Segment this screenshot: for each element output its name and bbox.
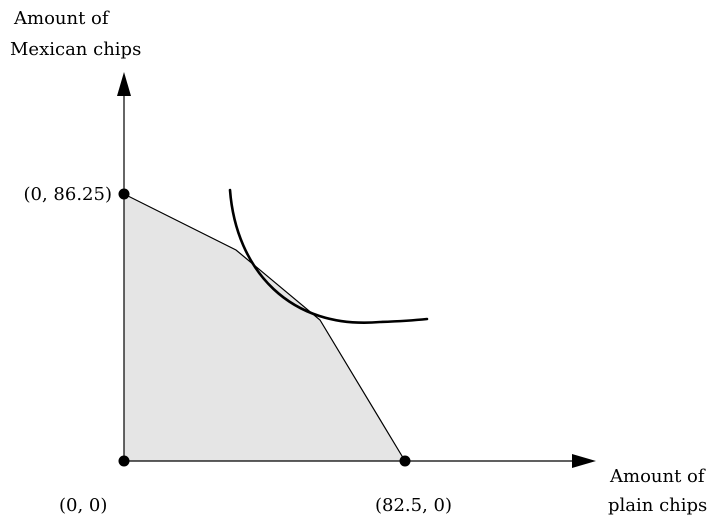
feasible-region bbox=[124, 194, 405, 461]
y-axis-label-line2: Mexican chips bbox=[10, 39, 141, 60]
x-intercept-label: (82.5, 0) bbox=[375, 495, 452, 516]
origin-point bbox=[118, 455, 130, 467]
origin-label: (0, 0) bbox=[59, 495, 107, 516]
frontier-line bbox=[123, 193, 406, 462]
y-intercept-label: (0, 86.25) bbox=[24, 184, 112, 205]
x-axis-arrowhead bbox=[572, 454, 596, 468]
x-axis-label-line1: Amount of bbox=[609, 466, 706, 487]
y-axis-label-line1: Amount of bbox=[13, 8, 110, 29]
indifference-curve bbox=[228, 188, 429, 325]
x-intercept-point bbox=[399, 455, 411, 467]
y-intercept-point bbox=[118, 188, 130, 200]
x-axis-label-line2: plain chips bbox=[608, 495, 707, 516]
y-axis-arrowhead bbox=[117, 72, 131, 96]
